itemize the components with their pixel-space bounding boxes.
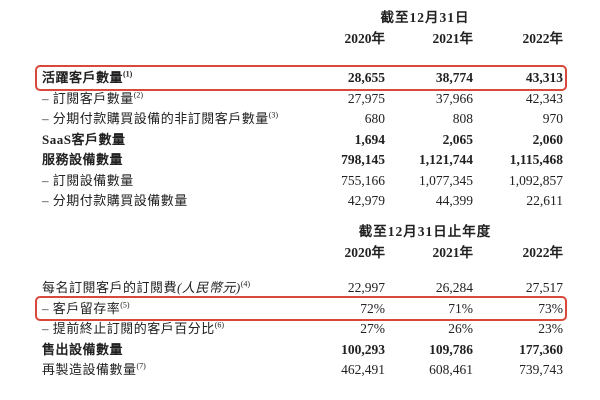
value-cell: 44,399 [435, 193, 473, 208]
footnote-marker: (3) [268, 110, 279, 120]
value-cell: 26% [448, 321, 473, 336]
table-rows: 活躍客戶數量(1) 28,655 38,774 43,313 – 訂閱客戶數量(2) 27… [35, 65, 567, 212]
table-row: SaaS客戶數量 1,694 2,065 2,060 [42, 130, 563, 151]
value-cell: 1,121,744 [419, 152, 473, 167]
value-cell: 109,786 [429, 341, 473, 357]
value-cell: 73% [538, 300, 563, 316]
table-row: – 訂閱設備數量 755,166 1,077,345 1,092,857 [42, 171, 563, 192]
row-label: 服務設備數量 [42, 152, 124, 167]
value-cell: 23% [538, 321, 563, 336]
table-row: 服務設備數量 798,145 1,121,744 1,115,468 [42, 150, 563, 171]
table-row: 售出設備數量 100,293 109,786 177,360 [42, 340, 563, 361]
metrics-table-customers-devices: 截至12月31日 2020年 2021年 2022年 活躍客戶數量(1) 28,6… [35, 7, 567, 212]
value-cell: 462,491 [341, 362, 385, 377]
value-cell: 970 [542, 111, 563, 126]
value-cell: 37,966 [435, 90, 473, 106]
year-header-spacer [42, 28, 287, 49]
metrics-table-subscription-sales: 截至12月31日止年度 2020年 2021年 2022年 每名訂閱客戶的訂閱費… [35, 221, 567, 381]
footnote-marker: (4) [240, 279, 251, 289]
year-header-row: 2020年 2021年 2022年 [42, 242, 564, 263]
value-cell: 739,743 [519, 362, 563, 377]
row-label: – 訂閱客戶數量(2) [42, 90, 144, 106]
row-label: 售出設備數量 [42, 341, 124, 357]
value-cell: 27,975 [347, 90, 385, 106]
value-cell: 27,517 [525, 280, 563, 295]
year-header-2021: 2021年 [432, 245, 474, 260]
table-row: – 提前終止訂閱的客戶百分比(6) 27% 26% 23% [42, 319, 563, 340]
year-header-2022: 2022年 [522, 245, 564, 260]
row-label: – 訂閱設備數量 [42, 172, 134, 188]
value-cell: 2,060 [532, 131, 563, 147]
table-row: – 分期付款購買設備數量 42,979 44,399 22,611 [42, 191, 563, 212]
value-cell: 1,115,468 [509, 152, 563, 167]
value-cell: 1,092,857 [509, 172, 563, 188]
value-cell: 26,284 [435, 280, 473, 295]
footnote-marker: (5) [120, 300, 130, 310]
row-label: 活躍客戶數量(1) [42, 69, 133, 85]
value-cell: 798,145 [341, 152, 385, 167]
year-header-2020: 2020年 [344, 245, 386, 260]
row-label: 每名訂閱客戶的訂閱費(人民幣元)(4) [42, 279, 251, 295]
table-row: 再製造設備數量(7) 462,491 608,461 739,743 [42, 360, 563, 381]
value-cell: 1,694 [354, 131, 385, 147]
value-cell: 42,979 [347, 193, 385, 208]
row-label: SaaS客戶數量 [42, 131, 126, 147]
row-label-note: (人民幣元) [177, 280, 241, 295]
table-rows: 每名訂閱客戶的訂閱費(人民幣元)(4) 22,997 26,284 27,517– 客… [35, 278, 567, 381]
footnote-marker: (6) [214, 320, 225, 330]
year-header-row: 2020年 2021年 2022年 [42, 28, 564, 49]
row-label: 再製造設備數量(7) [42, 361, 146, 377]
period-header: 截至12月31日 [380, 10, 470, 25]
table-row: 活躍客戶數量(1) 28,655 38,774 43,313 [35, 65, 567, 91]
value-cell: 71% [448, 300, 473, 316]
value-cell: 608,461 [429, 362, 473, 377]
table-row: – 訂閱客戶數量(2) 27,975 37,966 42,343 [42, 89, 563, 110]
value-cell: 27% [360, 321, 385, 336]
period-header-row: 截至12月31日 [42, 7, 563, 28]
value-cell: 1,077,345 [419, 172, 473, 188]
value-cell: 2,065 [442, 131, 473, 147]
period-header: 截至12月31日止年度 [358, 224, 492, 239]
value-cell: 43,313 [525, 70, 563, 85]
value-cell: 22,611 [526, 193, 563, 208]
value-cell: 680 [364, 111, 385, 126]
value-cell: 755,166 [341, 172, 385, 188]
table-row: – 客戶留存率(5) 72% 71% 73% [35, 295, 567, 321]
footnote-marker: (1) [123, 69, 133, 79]
value-cell: 28,655 [347, 70, 385, 85]
value-cell: 100,293 [341, 341, 385, 357]
value-cell: 72% [360, 300, 385, 316]
footnote-marker: (2) [133, 90, 144, 100]
year-header-2022: 2022年 [522, 31, 564, 46]
row-label: – 客戶留存率(5) [42, 300, 130, 316]
year-header-2020: 2020年 [344, 31, 386, 46]
row-label: – 提前終止訂閱的客戶百分比(6) [42, 320, 225, 336]
row-label: – 分期付款購買設備的非訂閱客戶數量(3) [42, 110, 279, 126]
value-cell: 42,343 [525, 90, 563, 106]
year-header-spacer [42, 242, 287, 263]
value-cell: 22,997 [347, 280, 385, 295]
table-row: 每名訂閱客戶的訂閱費(人民幣元)(4) 22,997 26,284 27,517 [42, 278, 563, 299]
row-label: – 分期付款購買設備數量 [42, 193, 188, 208]
value-cell: 177,360 [519, 341, 563, 357]
period-header-row: 截至12月31日止年度 [42, 221, 563, 242]
value-cell: 38,774 [435, 70, 473, 85]
value-cell: 808 [452, 111, 473, 126]
table-row: – 分期付款購買設備的非訂閱客戶數量(3) 680 808 970 [42, 109, 563, 130]
footnote-marker: (7) [136, 361, 146, 371]
year-header-2021: 2021年 [432, 31, 474, 46]
